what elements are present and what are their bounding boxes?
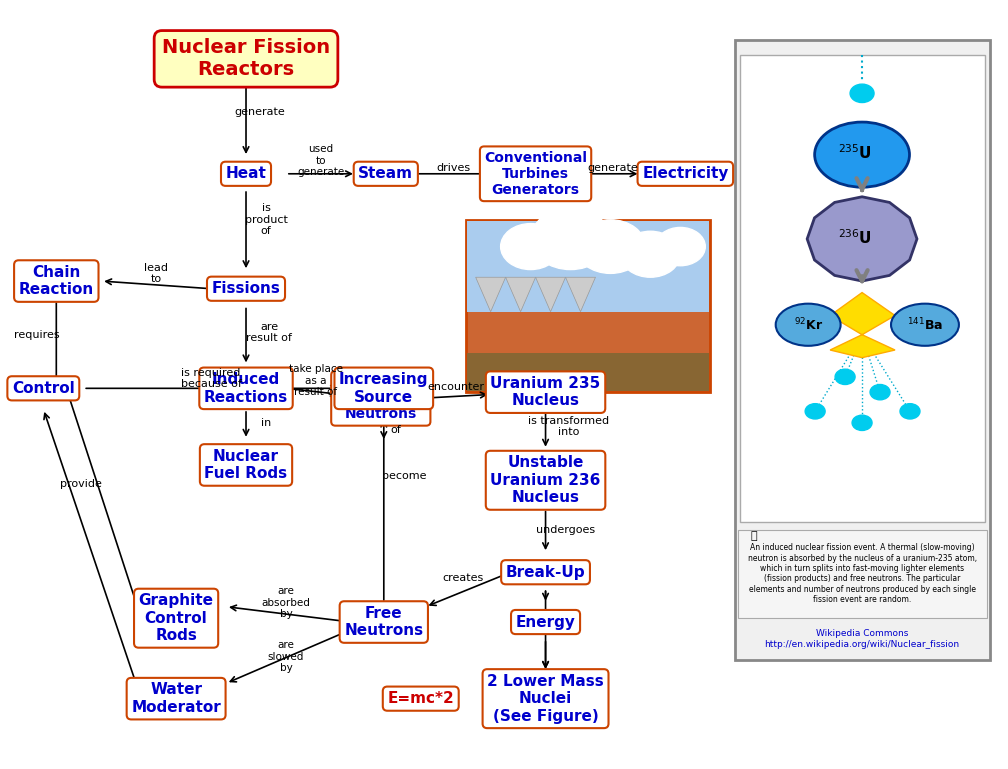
Text: Graphite
Control
Rods: Graphite Control Rods: [139, 594, 214, 643]
Text: lead
to: lead to: [144, 262, 168, 285]
Text: are
absorbed
by: are absorbed by: [261, 586, 310, 620]
Text: Control: Control: [12, 381, 75, 396]
Text: Increasing
Source: Increasing Source: [339, 372, 428, 404]
Text: An induced nuclear fission event. A thermal (slow-moving)
neutron is absorbed by: An induced nuclear fission event. A ther…: [748, 543, 977, 604]
Text: Wikipedia Commons
http://en.wikipedia.org/wiki/Nuclear_fission: Wikipedia Commons http://en.wikipedia.or…: [764, 629, 960, 648]
Text: $^{236}$U: $^{236}$U: [838, 228, 872, 247]
Text: Free
Neutrons: Free Neutrons: [345, 606, 423, 638]
Text: Induced
Reactions: Induced Reactions: [204, 372, 288, 404]
Polygon shape: [565, 278, 596, 311]
Text: Nuclear
Fuel Rods: Nuclear Fuel Rods: [205, 449, 287, 481]
Text: creates: creates: [443, 573, 483, 583]
FancyBboxPatch shape: [738, 530, 987, 618]
Text: take place
as a
result of: take place as a result of: [289, 364, 343, 398]
Polygon shape: [506, 278, 535, 311]
Text: Unstable
Uranium 236
Nucleus: Unstable Uranium 236 Nucleus: [490, 455, 601, 505]
Text: generate: generate: [587, 163, 638, 173]
Text: requires: requires: [13, 330, 59, 340]
FancyBboxPatch shape: [467, 221, 710, 311]
Text: are
result of: are result of: [246, 321, 292, 343]
Text: Heat: Heat: [226, 166, 266, 181]
FancyBboxPatch shape: [467, 353, 710, 391]
Text: become: become: [381, 471, 426, 481]
Text: encounter: encounter: [427, 381, 484, 391]
Text: of: of: [390, 425, 401, 435]
Text: Nuclear Fission
Reactors: Nuclear Fission Reactors: [162, 38, 330, 79]
Circle shape: [530, 208, 611, 270]
Circle shape: [621, 231, 680, 278]
Text: Fissions: Fissions: [212, 281, 280, 296]
Ellipse shape: [814, 122, 909, 187]
Text: undergoes: undergoes: [536, 525, 595, 535]
Text: Electricity: Electricity: [642, 166, 729, 181]
Text: E=mc*2: E=mc*2: [387, 691, 455, 706]
Text: $^{141}$Ba: $^{141}$Ba: [907, 316, 943, 333]
Circle shape: [852, 415, 872, 431]
Text: Conventional
Turbines
Generators: Conventional Turbines Generators: [484, 151, 587, 197]
Polygon shape: [535, 278, 565, 311]
Text: Break-Up: Break-Up: [506, 564, 586, 580]
Text: Chain
Reaction: Chain Reaction: [19, 265, 94, 298]
FancyBboxPatch shape: [740, 55, 985, 522]
Text: 🖥: 🖥: [750, 531, 757, 541]
Text: $^{92}$Kr: $^{92}$Kr: [793, 316, 823, 333]
Text: in: in: [261, 418, 271, 428]
Text: generate: generate: [235, 108, 285, 118]
Circle shape: [501, 224, 560, 270]
Circle shape: [835, 369, 855, 384]
Circle shape: [805, 404, 826, 419]
Circle shape: [900, 404, 920, 419]
Circle shape: [655, 228, 706, 266]
Text: Uranium 235
Nucleus: Uranium 235 Nucleus: [491, 376, 601, 408]
Circle shape: [870, 384, 890, 400]
Text: Low Energy
("Slow")
Neutrons: Low Energy ("Slow") Neutrons: [336, 375, 426, 421]
Ellipse shape: [891, 304, 959, 346]
Text: Water
Moderator: Water Moderator: [131, 682, 221, 715]
Text: provide: provide: [60, 479, 102, 489]
Text: Steam: Steam: [358, 166, 413, 181]
Text: is
product
of: is product of: [245, 203, 287, 236]
Circle shape: [576, 220, 645, 274]
Text: Energy: Energy: [516, 614, 576, 630]
Text: are
slowed
by: are slowed by: [268, 640, 304, 673]
Text: is transformed
into: is transformed into: [528, 416, 609, 438]
Text: is required
because of: is required because of: [180, 368, 242, 389]
Polygon shape: [476, 278, 506, 311]
Polygon shape: [831, 292, 895, 358]
FancyBboxPatch shape: [735, 40, 990, 661]
Text: 2 Lower Mass
Nuclei
(See Figure): 2 Lower Mass Nuclei (See Figure): [487, 674, 604, 724]
Text: used
to
generate: used to generate: [297, 144, 345, 178]
Text: $^{235}$U: $^{235}$U: [838, 144, 872, 162]
Circle shape: [850, 84, 874, 102]
Ellipse shape: [776, 304, 841, 346]
FancyBboxPatch shape: [466, 220, 711, 392]
Text: drives: drives: [436, 163, 471, 173]
